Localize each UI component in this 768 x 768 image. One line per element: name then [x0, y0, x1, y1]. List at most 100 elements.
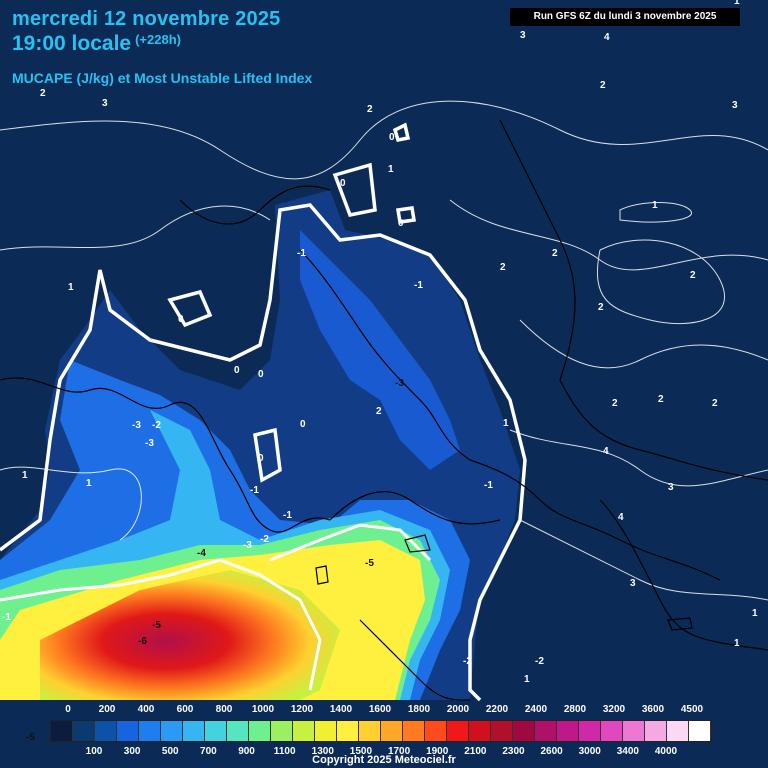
legend-label: 1400: [329, 704, 353, 715]
color-swatch: [469, 721, 491, 741]
svg-text:2: 2: [376, 406, 382, 417]
legend-label: 400: [137, 704, 155, 715]
color-swatch: [359, 721, 381, 741]
svg-text:1: 1: [22, 470, 28, 481]
svg-text:-5: -5: [26, 732, 35, 743]
svg-text:2: 2: [690, 270, 696, 281]
svg-text:-6: -6: [138, 636, 147, 647]
svg-text:-3: -3: [132, 420, 141, 431]
legend-label: 4500: [680, 704, 704, 715]
color-swatch: [403, 721, 425, 741]
color-swatch: [51, 721, 73, 741]
svg-text:-1: -1: [414, 280, 423, 291]
color-swatch: [425, 721, 447, 741]
svg-text:-1: -1: [283, 510, 292, 521]
coastlines: [0, 119, 768, 701]
legend-label: 1000: [251, 704, 275, 715]
legend-label: 2300: [502, 746, 525, 757]
color-swatch: [227, 721, 249, 741]
svg-text:2: 2: [598, 302, 604, 313]
contour-labels: 3 4 2 2 3 2 3 0 1 0 0 1 -1 -1 0 0 0 2 -3…: [2, 0, 758, 743]
svg-text:-2: -2: [260, 534, 269, 545]
svg-text:-1: -1: [297, 248, 306, 259]
legend-label: 2800: [563, 704, 587, 715]
legend-top-labels: 0 200 400 600 800 1000 1200 1400 1600 1800 2000 220…: [0, 704, 768, 718]
svg-text:-1: -1: [484, 480, 493, 491]
svg-text:2: 2: [658, 394, 664, 405]
legend-label: 2600: [540, 746, 563, 757]
legend-label: 3600: [641, 704, 665, 715]
legend-label: 3000: [578, 746, 601, 757]
legend-label: 900: [238, 746, 255, 757]
svg-text:3: 3: [668, 482, 674, 493]
svg-text:2: 2: [612, 398, 618, 409]
legend-label: 2000: [446, 704, 470, 715]
color-swatch: [667, 721, 689, 741]
lead-time: (+228h): [135, 32, 181, 47]
svg-text:1: 1: [68, 282, 74, 293]
svg-text:4: 4: [618, 512, 624, 523]
legend-label: 1600: [368, 704, 392, 715]
color-swatch: [205, 721, 227, 741]
cape-warm-core: [40, 570, 340, 700]
color-swatch: [183, 721, 205, 741]
legend-label: 2100: [464, 746, 487, 757]
svg-text:-2: -2: [152, 420, 161, 431]
svg-text:1: 1: [752, 608, 758, 619]
svg-text:2: 2: [712, 398, 718, 409]
legend-label: 200: [98, 704, 116, 715]
svg-text:-2: -2: [535, 656, 544, 667]
svg-text:2: 2: [500, 262, 506, 273]
svg-text:2: 2: [600, 80, 606, 91]
legend-label: 2400: [524, 704, 548, 715]
color-swatch: [139, 721, 161, 741]
color-swatch: [95, 721, 117, 741]
legend-label: 500: [161, 746, 179, 757]
legend-label: 600: [176, 704, 194, 715]
svg-text:0: 0: [234, 365, 240, 376]
copyright: Copyright 2025 Meteociel.fr: [312, 754, 456, 766]
legend-label: 1900: [426, 746, 449, 757]
color-swatch: [557, 721, 579, 741]
color-swatch: [315, 721, 337, 741]
svg-text:0: 0: [340, 178, 346, 189]
color-swatch: [117, 721, 139, 741]
svg-text:4: 4: [603, 446, 609, 457]
zero-contour: [0, 122, 527, 702]
cape-blue-core: [300, 230, 460, 470]
svg-text:2: 2: [552, 248, 558, 259]
svg-text:1: 1: [388, 164, 394, 175]
svg-text:1: 1: [524, 674, 530, 685]
svg-text:4: 4: [604, 32, 610, 43]
svg-text:3: 3: [630, 578, 636, 589]
svg-text:1: 1: [734, 638, 740, 649]
legend-bottom-labels: 100 300 500 700 900 1100 1300 1500 1700 1900 2100 2…: [0, 746, 768, 760]
svg-text:0: 0: [178, 314, 184, 325]
parameter-title: MUCAPE (J/kg) et Most Unstable Lifted In…: [12, 70, 313, 86]
color-swatch: [601, 721, 623, 741]
legend-label: 100: [85, 746, 103, 757]
svg-text:0: 0: [398, 218, 404, 229]
color-swatch: [513, 721, 535, 741]
svg-text:3: 3: [102, 98, 108, 109]
legend-label: 700: [200, 746, 217, 757]
legend-label: 0: [65, 704, 71, 715]
legend-label: 1200: [290, 704, 314, 715]
color-swatch: [337, 721, 359, 741]
legend-label: 800: [215, 704, 233, 715]
svg-text:0: 0: [300, 419, 306, 430]
color-swatch: [623, 721, 645, 741]
forecast-date: mercredi 12 novembre 2025: [12, 8, 281, 30]
legend-label: 3400: [616, 746, 639, 757]
svg-text:-2: -2: [463, 656, 472, 667]
legend-label: 1500: [349, 746, 373, 757]
color-swatch: [381, 721, 403, 741]
legend-label: 1100: [273, 746, 296, 757]
color-swatch: [491, 721, 513, 741]
svg-text:-5: -5: [365, 558, 374, 569]
svg-text:2: 2: [367, 104, 373, 115]
svg-text:-1: -1: [2, 612, 11, 623]
zero-contour-warm: [0, 523, 432, 691]
color-swatch: [161, 721, 183, 741]
